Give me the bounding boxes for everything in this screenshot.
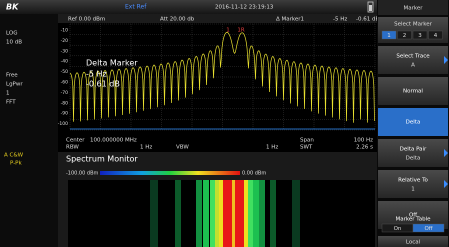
stripe [244,180,248,247]
stripe [253,180,259,247]
y-label: -50 [61,69,68,75]
marker-label: 1R [237,28,244,34]
annotation-level: -0.61 dB [86,80,120,89]
menu-button[interactable] [378,170,448,198]
scale: LOG [6,31,17,37]
scale-div: 10 dB [6,40,22,46]
annotation-freq: -5 Hz [86,70,107,79]
menu-title: Marker [403,6,423,12]
left-item: Free [6,73,18,79]
rbw-label: RBW [66,145,79,151]
marker-option-label: 4 [434,33,438,39]
marker-freq: -5 Hz [333,17,347,23]
stripe [150,180,158,247]
vbw: 1 Hz [266,145,278,151]
menu-button-value: Delta [406,156,421,162]
y-label: -20 [61,38,68,44]
stripe [248,180,253,247]
marker-name: Δ Marker1 [276,17,304,23]
marker-option-label: 3 [418,33,422,39]
table-option-label: On [394,226,402,232]
y-label: -30 [61,48,68,54]
stripe [223,180,232,247]
left-item: FFT [6,100,16,106]
detector: P-Pk [10,161,22,167]
stripe [196,180,202,247]
span: 100 Hz [354,138,373,144]
y-label: -100 [58,121,68,127]
left-item: 1 [6,91,10,97]
local-label: Local [406,240,421,246]
menu-button-value: A [411,63,415,69]
monitor-max: 0.00 dBm [242,171,266,177]
plot-header [58,14,377,23]
menu-button-label: Normal [403,89,423,95]
monitor-title: Spectrum Monitor [66,155,138,164]
trace-mode: A C&W [4,153,24,159]
swt: 2.26 s [356,145,373,151]
stripe [215,180,219,247]
marker-level: -0.61 dB [356,17,379,23]
menu-button-label: Delta Pair [400,147,427,153]
y-label: -90 [61,111,68,117]
logo: BK [6,3,19,12]
y-label: -70 [61,90,68,96]
stripe [203,180,209,247]
menu-button-label: Delta [406,120,421,126]
menu-button[interactable] [378,139,448,167]
attenuation: Att 20.00 db [160,17,195,23]
center: 100.000000 MHz [90,138,137,144]
stripe [270,180,276,247]
ext-ref: Ext Ref [125,4,147,11]
swt-label: SWT [300,145,313,151]
stripe [210,180,215,247]
left-item: LgPwr [6,82,23,88]
stripe [235,180,244,247]
stripe [175,180,181,247]
menu-button[interactable] [378,46,448,74]
menu-button-value: 1 [411,187,415,193]
marker-option-label: 2 [403,33,407,39]
center-label: Center [66,138,85,144]
annotation-title: Delta Marker [86,59,138,68]
left-panel [0,14,58,247]
datetime: 2016-11-12 23:19:13 [215,5,274,11]
menu-button-label: Relative To [398,178,428,184]
vbw-label: VBW [176,145,189,151]
battery-level [369,5,372,11]
menu-button-label: Select Trace [396,54,430,60]
table-option-label: Off [424,226,432,232]
rbw: 1 Hz [140,145,152,151]
stripe [219,180,223,247]
y-label: -80 [61,100,68,106]
marker-table-label: Marker Table [396,217,432,223]
marker-option-label: 1 [387,33,391,39]
select-marker-label: Select Marker [394,22,432,28]
y-label: -60 [61,80,68,86]
stripe [232,180,235,247]
color-bar [100,171,240,175]
screen: BK Ext Ref 2016-11-12 23:19:13 LOG 10 dB… [0,0,449,247]
stripe [292,180,300,247]
monitor-min: -100.00 dBm [66,171,98,177]
status-bar [0,0,377,14]
y-label: -10 [61,28,68,34]
y-label: -40 [61,59,68,65]
marker-label: 1 [226,28,230,34]
span-label: Span [300,138,314,144]
ref-level: Ref 0.00 dBm [68,17,105,23]
stripe [259,180,265,247]
